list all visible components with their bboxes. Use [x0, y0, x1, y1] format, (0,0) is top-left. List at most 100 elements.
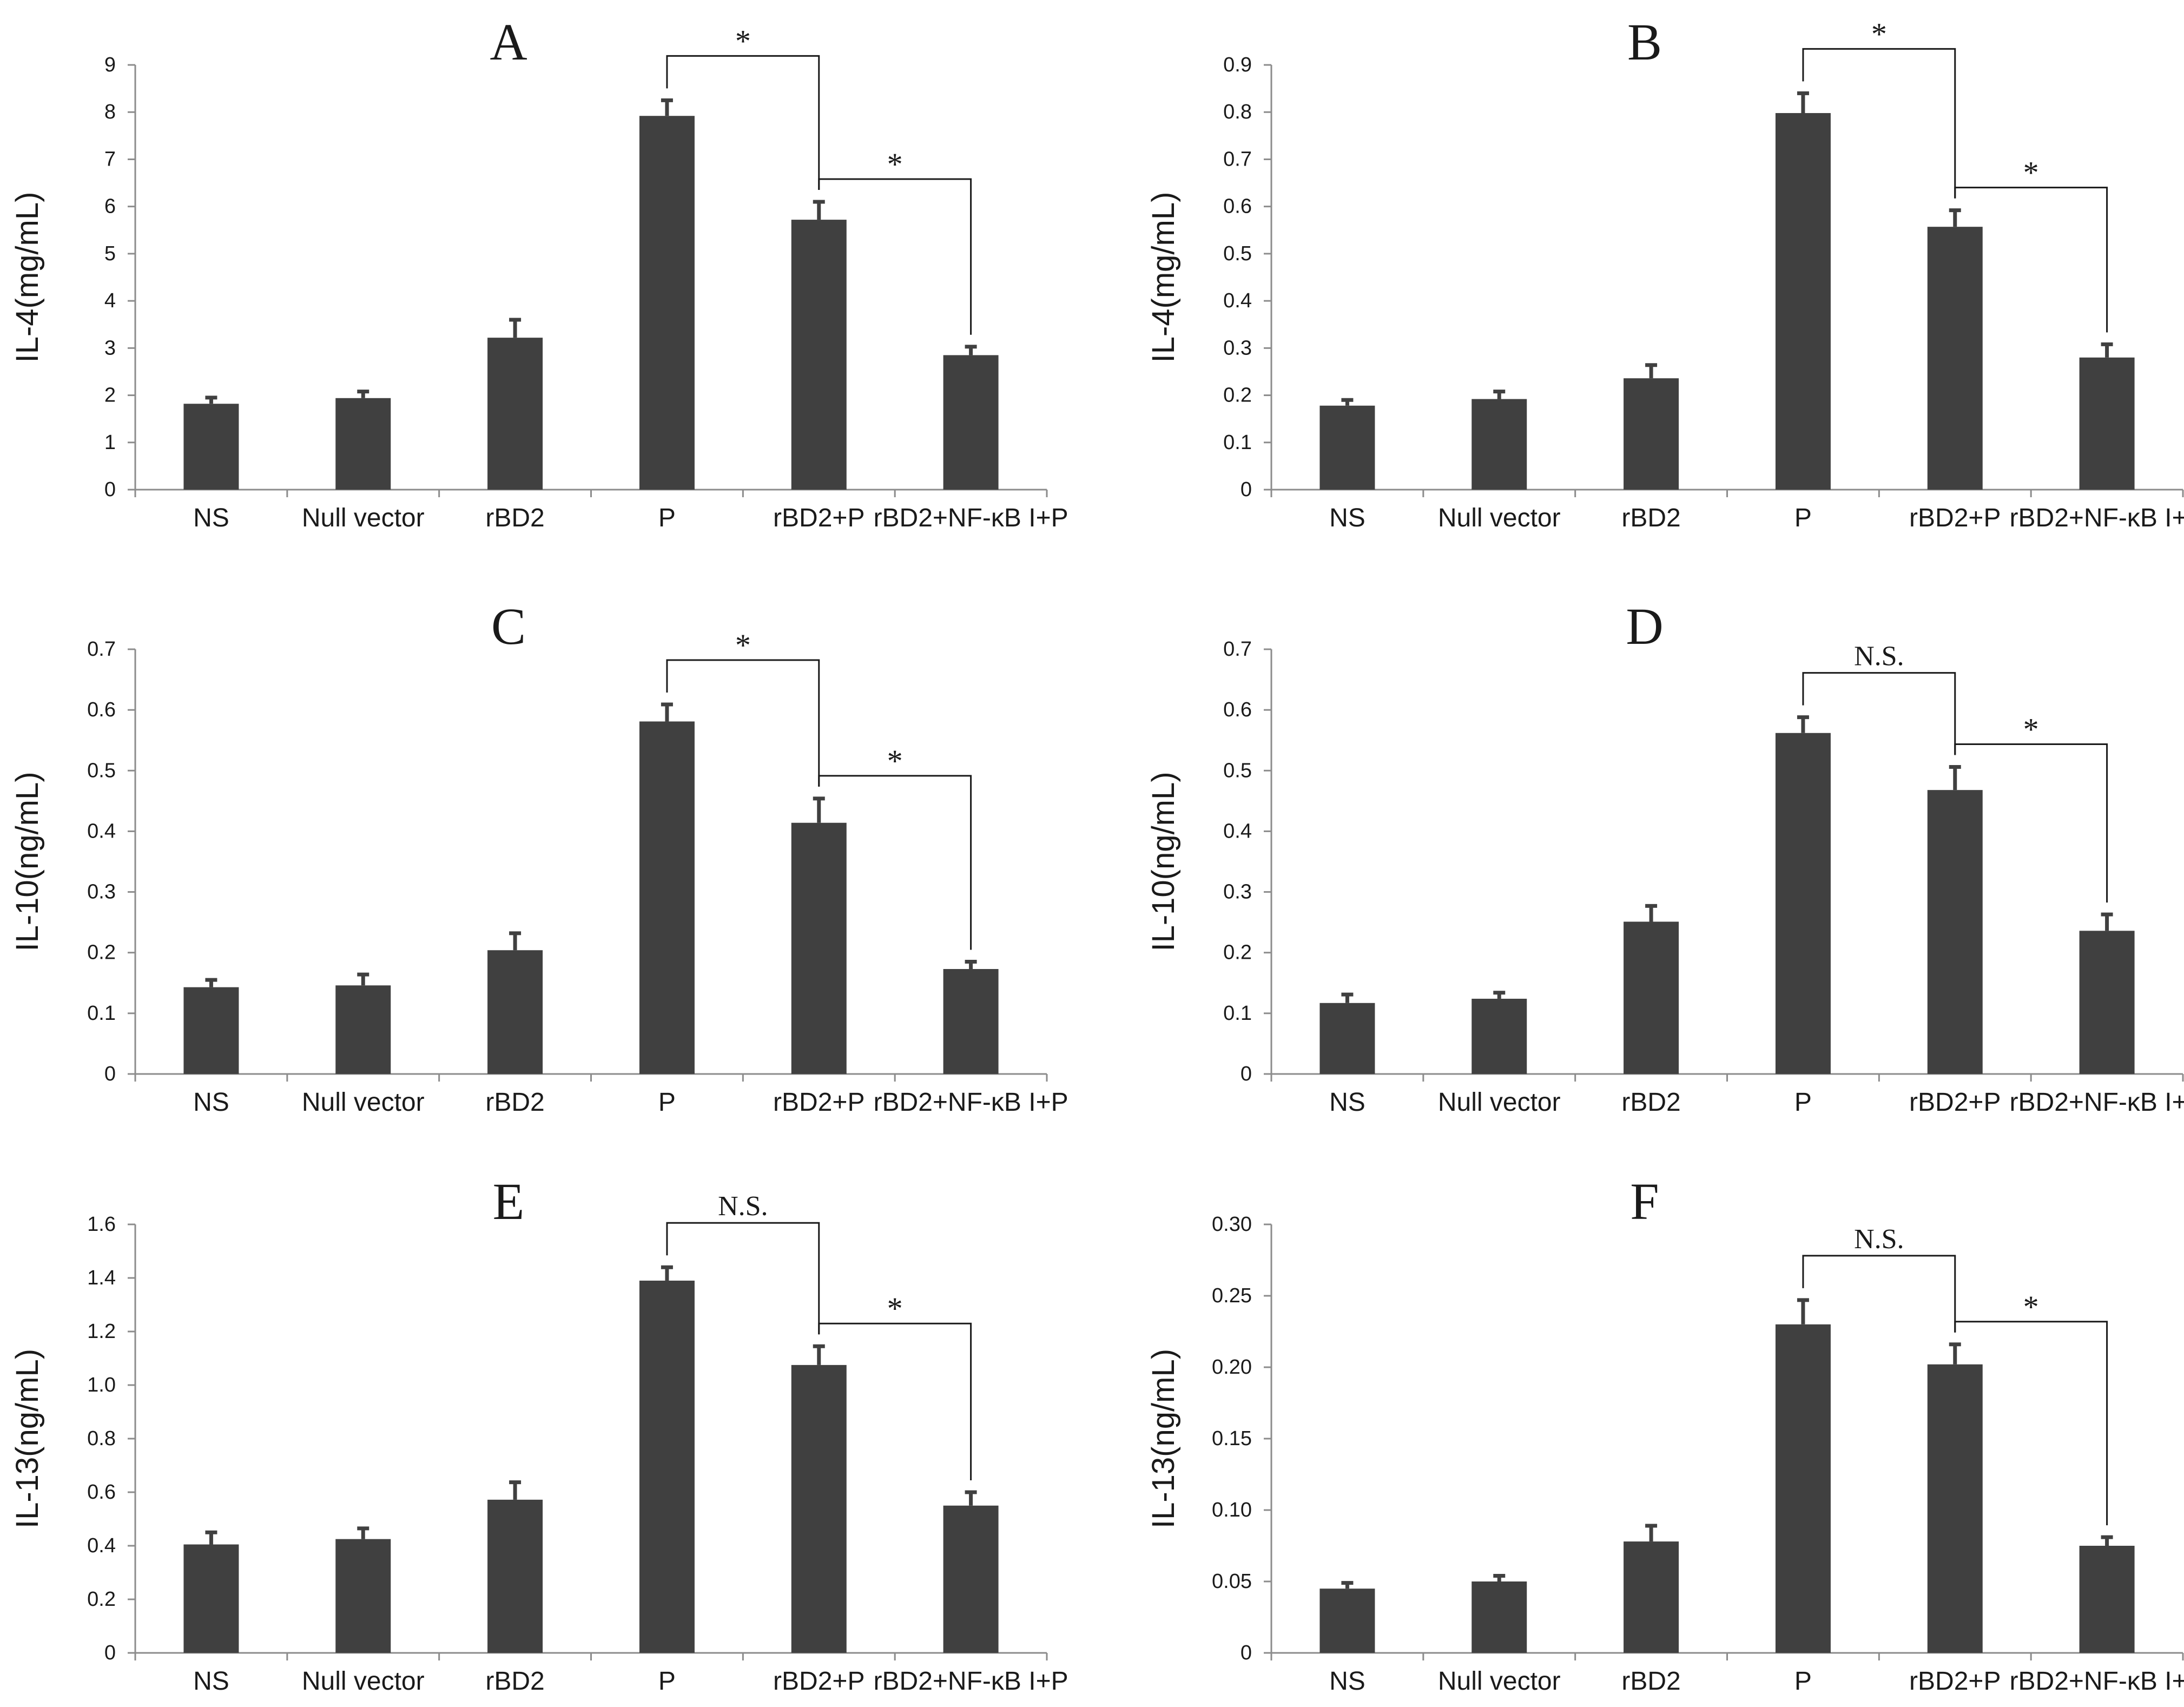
y-tick-label: 0.7 — [87, 638, 116, 661]
x-tick-label: rBD2 — [485, 1667, 544, 1696]
significance-bracket — [1802, 48, 1956, 199]
x-tick-label: rBD2 — [1621, 1088, 1680, 1117]
y-tick-label: 0.5 — [1223, 242, 1252, 265]
y-tick-label: 0.7 — [1223, 148, 1252, 170]
y-tick-label: 4 — [104, 289, 116, 312]
bar-e-1 — [335, 1539, 391, 1653]
significance-bracket — [1802, 672, 1956, 755]
bar-f-5 — [2079, 1546, 2135, 1653]
y-tick-label: 0.7 — [1223, 638, 1252, 661]
bar-d-0 — [1319, 1003, 1375, 1074]
bar-f-3 — [1775, 1324, 1831, 1653]
bar-f-4 — [1927, 1364, 1983, 1653]
y-tick-label: 7 — [104, 148, 116, 170]
x-tick-label: Null vector — [1438, 504, 1561, 532]
y-axis-title: IL-10(ng/mL) — [10, 772, 45, 951]
y-tick-label: 0.8 — [87, 1427, 116, 1450]
y-tick-label: 1.6 — [87, 1213, 116, 1236]
x-tick-label: Null vector — [1438, 1667, 1561, 1696]
bar-d-5 — [2079, 931, 2135, 1074]
y-tick-label: 1.4 — [87, 1267, 116, 1289]
x-tick-label: rBD2 — [1621, 504, 1680, 532]
x-tick-label: NS — [1329, 504, 1365, 532]
x-tick-label: rBD2 — [485, 1088, 544, 1117]
x-tick-label: P — [1794, 504, 1812, 532]
significance-bracket — [818, 775, 972, 950]
significance-bracket — [818, 1322, 972, 1480]
y-tick-label: 0.25 — [1212, 1284, 1252, 1307]
significance-bracket — [1954, 1321, 2108, 1526]
y-tick-label: 1.2 — [87, 1320, 116, 1343]
y-tick-label: 1 — [104, 431, 116, 454]
x-tick-label: rBD2+NF-κB I+P — [2010, 504, 2184, 532]
x-tick-label: Null vector — [1438, 1088, 1561, 1117]
significance-bracket — [1954, 187, 2108, 333]
x-tick-label: NS — [193, 504, 229, 532]
bar-e-4 — [791, 1365, 847, 1653]
panel-letter: A — [490, 13, 527, 71]
y-tick-label: 0.1 — [1223, 431, 1252, 454]
bar-a-3 — [639, 116, 695, 490]
bar-c-5 — [943, 968, 999, 1074]
bar-a-5 — [943, 355, 999, 490]
y-tick-label: 8 — [104, 101, 116, 123]
x-tick-label: rBD2+P — [1909, 1088, 2001, 1117]
x-tick-label: NS — [193, 1667, 229, 1696]
chart-panel-b: 0 0.1 0.2 0.3 0.4 0.5 0.6 0.7 0.8 0.9 NS Null vecto… — [1146, 13, 2184, 532]
significance-label: N.S. — [718, 1191, 768, 1222]
x-tick-label: NS — [193, 1088, 229, 1117]
y-tick-label: 0 — [104, 1063, 116, 1085]
bar-b-3 — [1775, 113, 1831, 490]
bar-b-1 — [1472, 399, 1527, 490]
y-tick-label: 0.5 — [1223, 759, 1252, 782]
y-tick-label: 0 — [1241, 1642, 1252, 1664]
y-tick-label: 0.4 — [87, 1534, 116, 1557]
bar-a-4 — [791, 220, 847, 490]
bar-f-2 — [1624, 1541, 1679, 1653]
x-tick-label: NS — [1329, 1088, 1365, 1117]
y-tick-label: 0.2 — [1223, 384, 1252, 407]
x-tick-label: rBD2+P — [773, 1667, 865, 1696]
y-tick-label: 0.9 — [1223, 54, 1252, 76]
y-tick-label: 0.1 — [1223, 1002, 1252, 1025]
x-tick-label: rBD2+P — [1909, 504, 2001, 532]
bar-c-0 — [183, 987, 239, 1074]
significance-label: N.S. — [1854, 1224, 1904, 1255]
y-tick-label: 2 — [104, 384, 116, 407]
y-axis-title: IL-10(ng/mL) — [1146, 772, 1181, 951]
bar-a-1 — [335, 398, 391, 490]
chart-panel-e: 0 0.2 0.4 0.6 0.8 1.0 1.2 1.4 1.6 NS Null vector rB… — [10, 1172, 1068, 1696]
x-tick-label: NS — [1329, 1667, 1365, 1696]
bar-c-1 — [335, 985, 391, 1074]
y-tick-label: 0.4 — [87, 820, 116, 842]
chart-panel-c: 0 0.1 0.2 0.3 0.4 0.5 0.6 0.7 NS Null vector rBD2 P… — [10, 597, 1068, 1117]
chart-panel-f: 0 0.05 0.10 0.15 0.20 0.25 0.30 NS Null vector rB… — [1146, 1172, 2184, 1696]
y-tick-label: 0.2 — [87, 941, 116, 964]
significance-bracket — [1954, 743, 2108, 903]
y-tick-label: 0.1 — [87, 1002, 116, 1025]
significance-label: * — [887, 1291, 903, 1326]
y-tick-label: 0.6 — [1223, 698, 1252, 721]
bar-d-1 — [1472, 998, 1527, 1074]
y-tick-label: 0.30 — [1212, 1213, 1252, 1236]
y-tick-label: 0.3 — [87, 881, 116, 904]
panel-letter: B — [1627, 13, 1662, 71]
y-tick-label: 5 — [104, 242, 116, 265]
significance-label: * — [735, 628, 751, 663]
x-tick-label: P — [658, 504, 676, 532]
bar-a-0 — [183, 404, 239, 490]
bar-b-4 — [1927, 227, 1983, 490]
x-tick-label: rBD2+P — [773, 1088, 865, 1117]
x-tick-label: P — [1794, 1667, 1812, 1696]
x-tick-label: Null vector — [302, 1667, 425, 1696]
y-tick-label: 0.10 — [1212, 1499, 1252, 1521]
y-tick-label: 0 — [104, 1642, 116, 1664]
y-tick-label: 0.6 — [87, 1481, 116, 1504]
bar-b-0 — [1319, 405, 1375, 490]
bar-b-5 — [2079, 357, 2135, 490]
bar-d-4 — [1927, 790, 1983, 1074]
significance-label: * — [1871, 16, 1887, 51]
chart-panel-d: 0 0.1 0.2 0.3 0.4 0.5 0.6 0.7 NS Null vector rBD2 P… — [1146, 597, 2184, 1117]
bar-a-2 — [487, 338, 543, 490]
